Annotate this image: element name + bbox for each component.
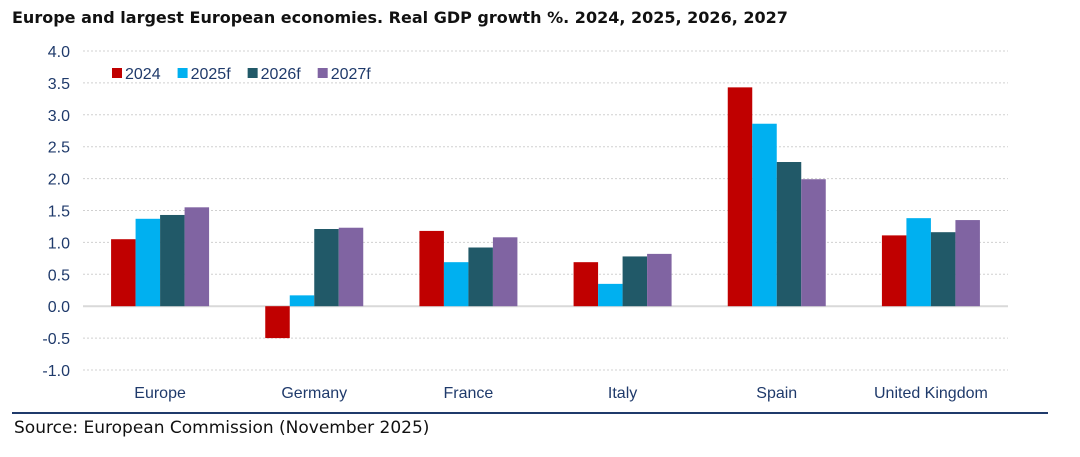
y-tick-label: 4.0 (48, 44, 70, 61)
legend-label: 2025f (191, 66, 232, 83)
bar-2026f-italy (622, 256, 648, 307)
bar-2025f-italy (598, 283, 623, 307)
x-tick-label: Italy (608, 385, 637, 402)
source-note: Source: European Commission (November 20… (14, 418, 430, 438)
bar-2025f-germany (289, 295, 315, 307)
y-tick-label: 3.0 (48, 108, 70, 125)
legend-label: 2026f (261, 66, 302, 83)
y-tick-label: 0.0 (48, 299, 70, 316)
bar-2027f-italy (647, 253, 672, 307)
legend-label: 2024 (125, 66, 161, 83)
y-tick-label: -1.0 (42, 363, 70, 380)
bar-2027f-france (492, 237, 518, 307)
y-tick-label: 3.5 (48, 76, 70, 93)
legend-swatch (317, 68, 328, 78)
bar-2027f-united-kingdom (955, 220, 980, 307)
legend-swatch (112, 68, 122, 78)
bar-2024-europe (111, 239, 136, 307)
bar-chart: 4.0 3.5 3.0 2.5 2.0 1.5 1.0 0.5 0.0 -0.5 -1.0 Europ… (42, 44, 1008, 402)
bar-2027f-europe (184, 207, 210, 307)
x-tick-label: United Kingdom (874, 385, 988, 402)
x-tick-label: France (444, 385, 494, 402)
x-tick-label: Germany (281, 385, 347, 402)
x-tick-label: Europe (134, 385, 186, 402)
bar-2026f-europe (160, 214, 185, 307)
chart-title: Europe and largest European economies. R… (12, 8, 788, 27)
bar-2026f-spain (776, 162, 802, 307)
divider (12, 412, 1048, 414)
y-tick-label: 1.5 (48, 204, 70, 221)
bar-2026f-germany (314, 229, 339, 307)
y-tick-label: 2.0 (48, 172, 70, 189)
bar-2024-united-kingdom (881, 235, 907, 307)
legend-swatch (247, 68, 258, 78)
y-tick-label: -0.5 (42, 331, 70, 348)
bar-2025f-france (443, 262, 469, 307)
bar-2025f-spain (752, 123, 777, 307)
y-tick-label: 0.5 (48, 267, 70, 284)
bar-2026f-united-kingdom (930, 232, 956, 307)
bar-2024-spain (727, 87, 753, 307)
legend-swatch (177, 68, 188, 78)
bar-2027f-spain (801, 179, 826, 307)
bar-2027f-germany (338, 227, 364, 307)
x-tick-label: Spain (756, 385, 797, 402)
bar-2025f-europe (135, 218, 161, 307)
bar-2024-italy (573, 262, 599, 307)
bar-2026f-france (468, 247, 493, 307)
y-tick-label: 1.0 (48, 235, 70, 252)
legend-label: 2027f (331, 66, 372, 83)
bar-2024-france (419, 230, 444, 307)
bar-2025f-united-kingdom (906, 218, 931, 307)
y-tick-label: 2.5 (48, 140, 70, 157)
bar-2024-germany (265, 306, 290, 339)
